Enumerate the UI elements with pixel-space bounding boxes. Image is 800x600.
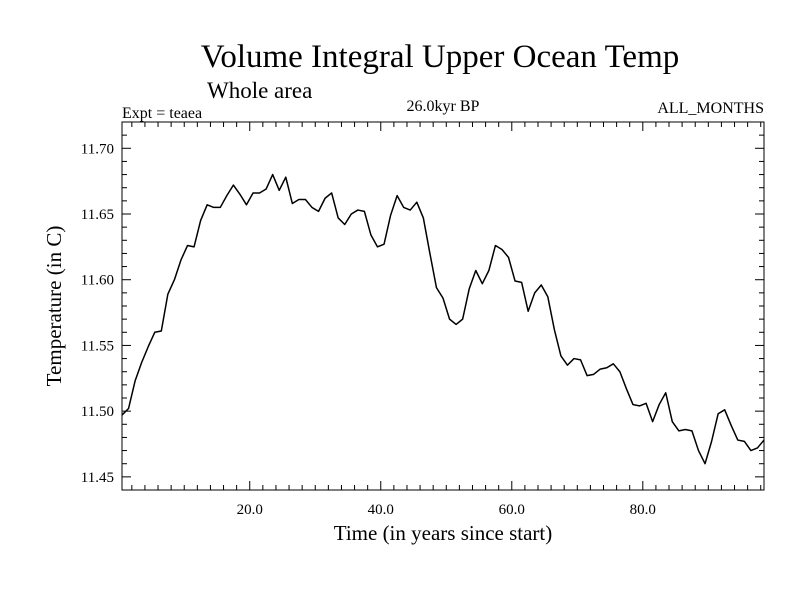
axis-ticks <box>122 121 764 490</box>
chart-title: Volume Integral Upper Ocean Temp <box>201 39 679 75</box>
temperature-series-line <box>121 173 765 465</box>
y-tick-labels: 11.45 11.50 11.55 11.60 11.65 11.70 <box>81 141 114 486</box>
y-tick-label: 11.55 <box>81 338 114 354</box>
y-tick-label: 11.60 <box>81 273 114 289</box>
y-tick-label: 11.50 <box>81 404 114 420</box>
experiment-label: Expt = teaea <box>122 105 202 122</box>
plot-frame <box>121 121 765 491</box>
x-axis-label: Time (in years since start) <box>334 521 553 545</box>
y-axis-label: Temperature (in C) <box>42 226 66 387</box>
x-tick-labels: 20.0 40.0 60.0 80.0 <box>237 502 656 518</box>
months-label: ALL_MONTHS <box>657 100 764 117</box>
x-tick-label: 80.0 <box>630 502 656 518</box>
y-tick-label: 11.65 <box>81 207 114 223</box>
x-tick-label: 60.0 <box>499 502 525 518</box>
x-tick-label: 20.0 <box>237 502 263 518</box>
chart-subtitle: Whole area <box>207 78 312 103</box>
x-tick-label: 40.0 <box>368 502 394 518</box>
y-tick-label: 11.45 <box>81 470 114 486</box>
period-label: 26.0kyr BP <box>407 98 480 115</box>
y-tick-label: 11.70 <box>81 141 114 157</box>
